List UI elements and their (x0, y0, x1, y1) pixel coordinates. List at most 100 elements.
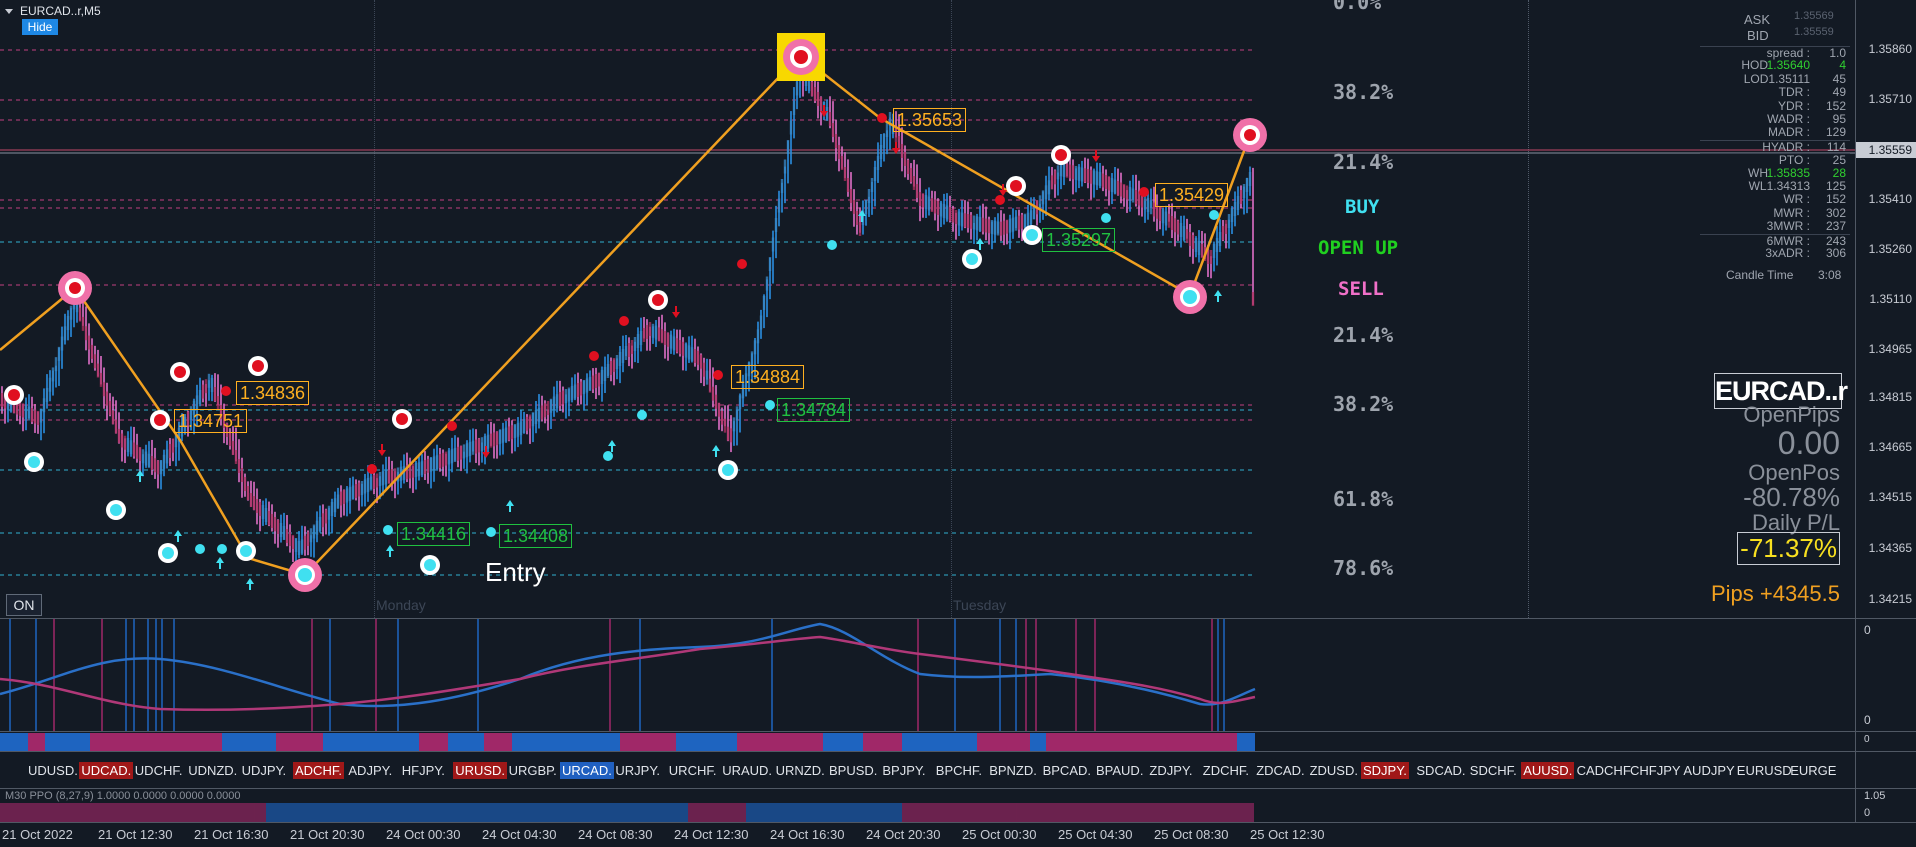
symbol-chip[interactable]: EURUSD (1736, 763, 1792, 778)
symbol-chip[interactable]: URCAD. (560, 762, 614, 779)
down-arrow-icon (482, 446, 490, 458)
symbol-chip[interactable]: URJPY. (615, 763, 660, 778)
time-tick: 21 Oct 2022 (2, 827, 73, 842)
symbol-strip-pane[interactable]: UDUSD. UDCAD. UDCHF. UDNZD. UDJPY. ADCHF. ADJP… (0, 751, 1916, 789)
symbol-chip[interactable]: SDJPY. (1361, 762, 1409, 779)
info-value: 237 (1825, 219, 1846, 234)
symbol-chip[interactable]: BPCAD. (1042, 763, 1091, 778)
symbol-chip[interactable]: UDNZD. (188, 763, 238, 778)
daily-pl-label: Daily P/L (1751, 510, 1840, 535)
time-tick: 24 Oct 20:30 (866, 827, 941, 842)
info-row: PTO : 25 (1700, 153, 1850, 167)
on-button[interactable]: ON (6, 594, 42, 616)
price-axis[interactable]: 1.35860 1.35710 1.35410 1.35260 1.35110 1.349… (1855, 0, 1916, 618)
price-label: 1.34416 (397, 522, 471, 546)
symbol-chip[interactable]: URUSD. (453, 762, 508, 779)
symbol-chip[interactable]: ADCHF. (293, 762, 344, 779)
info-value: 129 (1825, 125, 1846, 140)
symbol-chip[interactable]: EURGE (1790, 763, 1837, 778)
ppo-axis: 1.05 0 (1855, 789, 1916, 823)
symbol-chip[interactable]: UDCAD. (79, 762, 134, 779)
info-value: 28 (1832, 165, 1846, 180)
info-row: 1.35640 HOD 4 (1700, 59, 1850, 72)
signal-dot (877, 113, 887, 123)
symbol-chip[interactable]: URGBP. (508, 763, 557, 778)
symbol-chip[interactable]: BPUSD. (829, 763, 878, 778)
time-tick: 21 Oct 20:30 (290, 827, 365, 842)
ppo-pane[interactable]: M30 PPO (8,27,9) 1.0000 0.0000 0.0000 0.… (0, 788, 1916, 823)
symbol-chip[interactable]: BPNZD. (989, 763, 1037, 778)
hide-button[interactable]: Hide (22, 19, 58, 35)
symbol-chip[interactable]: AUDJPY (1683, 763, 1735, 778)
info-key: HYADR : (1762, 139, 1810, 154)
symbol-chip[interactable]: AUUSD. (1521, 762, 1575, 779)
bid-label: BID (1747, 28, 1769, 43)
info-key: MWR : (1773, 205, 1810, 220)
symbol-chip[interactable]: CHFJPY (1630, 763, 1681, 778)
price-label: 1.34751 (174, 409, 248, 433)
symbol-chip[interactable]: URNZD. (775, 763, 825, 778)
strength-bar-pane[interactable]: 0 (0, 731, 1916, 752)
symbol-chip[interactable]: BPCHF. (935, 763, 983, 778)
down-arrow-icon (378, 444, 386, 456)
daily-pl-value: -71.37% (1737, 532, 1840, 565)
time-tick: 24 Oct 04:30 (482, 827, 557, 842)
price-tick: 1.35710 (1868, 92, 1912, 106)
main-chart-pane[interactable]: 0.0% 38.2% 21.4% 21.4% 38.2% 61.8% 78.6%… (0, 0, 1916, 618)
symbol-chip[interactable]: CADCHF (1576, 763, 1631, 778)
symbol-chip[interactable]: HFJPY. (401, 763, 445, 778)
signal-dot (383, 525, 393, 535)
info-key: WL1.34313 (1748, 179, 1810, 193)
symbol-chip[interactable]: UDUSD. (28, 763, 78, 778)
oscillator-pane[interactable]: 0 0 (0, 618, 1916, 732)
symbol-chip[interactable]: ADJPY. (348, 763, 393, 778)
symbol-chip[interactable]: SDCHF. (1469, 763, 1517, 778)
signal-dot (603, 451, 613, 461)
signal-dot (221, 386, 231, 396)
day-label-monday: Monday (376, 597, 426, 613)
ppo-axis-top: 1.05 (1864, 790, 1886, 802)
fib-level-786: 78.6% (1333, 556, 1394, 580)
symbol-chip[interactable]: ZDCHF. (1202, 763, 1250, 778)
info-row: 1.35835 WH 28 (1700, 165, 1850, 180)
signal-dot (367, 464, 377, 474)
chart-menu-triangle-icon[interactable] (5, 9, 13, 14)
fib-level-214-bottom: 21.4% (1333, 323, 1394, 347)
info-key: YDR : (1777, 98, 1810, 113)
ppo-label: M30 PPO (8,27,9) 1.0000 0.0000 0.0000 0.… (5, 790, 241, 802)
symbol-chip[interactable]: ZDCAD. (1256, 763, 1305, 778)
up-arrow-icon (386, 545, 394, 557)
strength-segment (45, 733, 90, 751)
price-tick: 1.34815 (1868, 390, 1912, 404)
up-arrow-icon (712, 445, 720, 457)
info-row: HYADR : 114 (1700, 139, 1850, 154)
symbol-chip[interactable]: URCHF. (668, 763, 717, 778)
symbol-chip[interactable]: ZDUSD. (1309, 763, 1358, 778)
info-key: WH (1748, 165, 1768, 180)
up-arrow-icon (246, 578, 254, 590)
symbol-chip[interactable]: UDCHF. (134, 763, 183, 778)
day-label-tuesday: Tuesday (953, 597, 1007, 613)
price-label: 1.34884 (731, 365, 805, 389)
symbol-chip[interactable]: BPJPY. (882, 763, 926, 778)
time-axis[interactable]: 21 Oct 2022 21 Oct 12:30 21 Oct 16:30 21 Oc… (0, 822, 1916, 847)
signal-dot (713, 370, 723, 380)
price-tick: 1.35410 (1868, 192, 1912, 206)
symbol-chip[interactable]: BPAUD. (1096, 763, 1144, 778)
strength-segment (448, 733, 484, 751)
open-pips-value: 0.00 (1777, 425, 1840, 461)
down-arrow-icon (999, 184, 1007, 196)
price-label: 1.35429 (1155, 183, 1229, 207)
market-info-panel: ASK 1.35569 BID 1.35559 spread :1.0 1.356… (1700, 8, 1850, 288)
symbol-chip[interactable]: URAUD. (722, 763, 773, 778)
ask-label: ASK (1744, 12, 1771, 27)
symbol-chip[interactable]: UDJPY. (241, 763, 287, 778)
strength-segment (1237, 733, 1255, 751)
symbol-chip[interactable]: ZDJPY. (1149, 763, 1193, 778)
price-label: 1.35297 (1042, 228, 1116, 252)
symbol-chip[interactable]: SDCAD. (1416, 763, 1466, 778)
strength-segment (419, 733, 448, 751)
info-row: 6MWR : 243 (1700, 233, 1850, 248)
strength-bar-axis: 0 (1855, 732, 1916, 752)
up-arrow-icon (216, 557, 224, 569)
